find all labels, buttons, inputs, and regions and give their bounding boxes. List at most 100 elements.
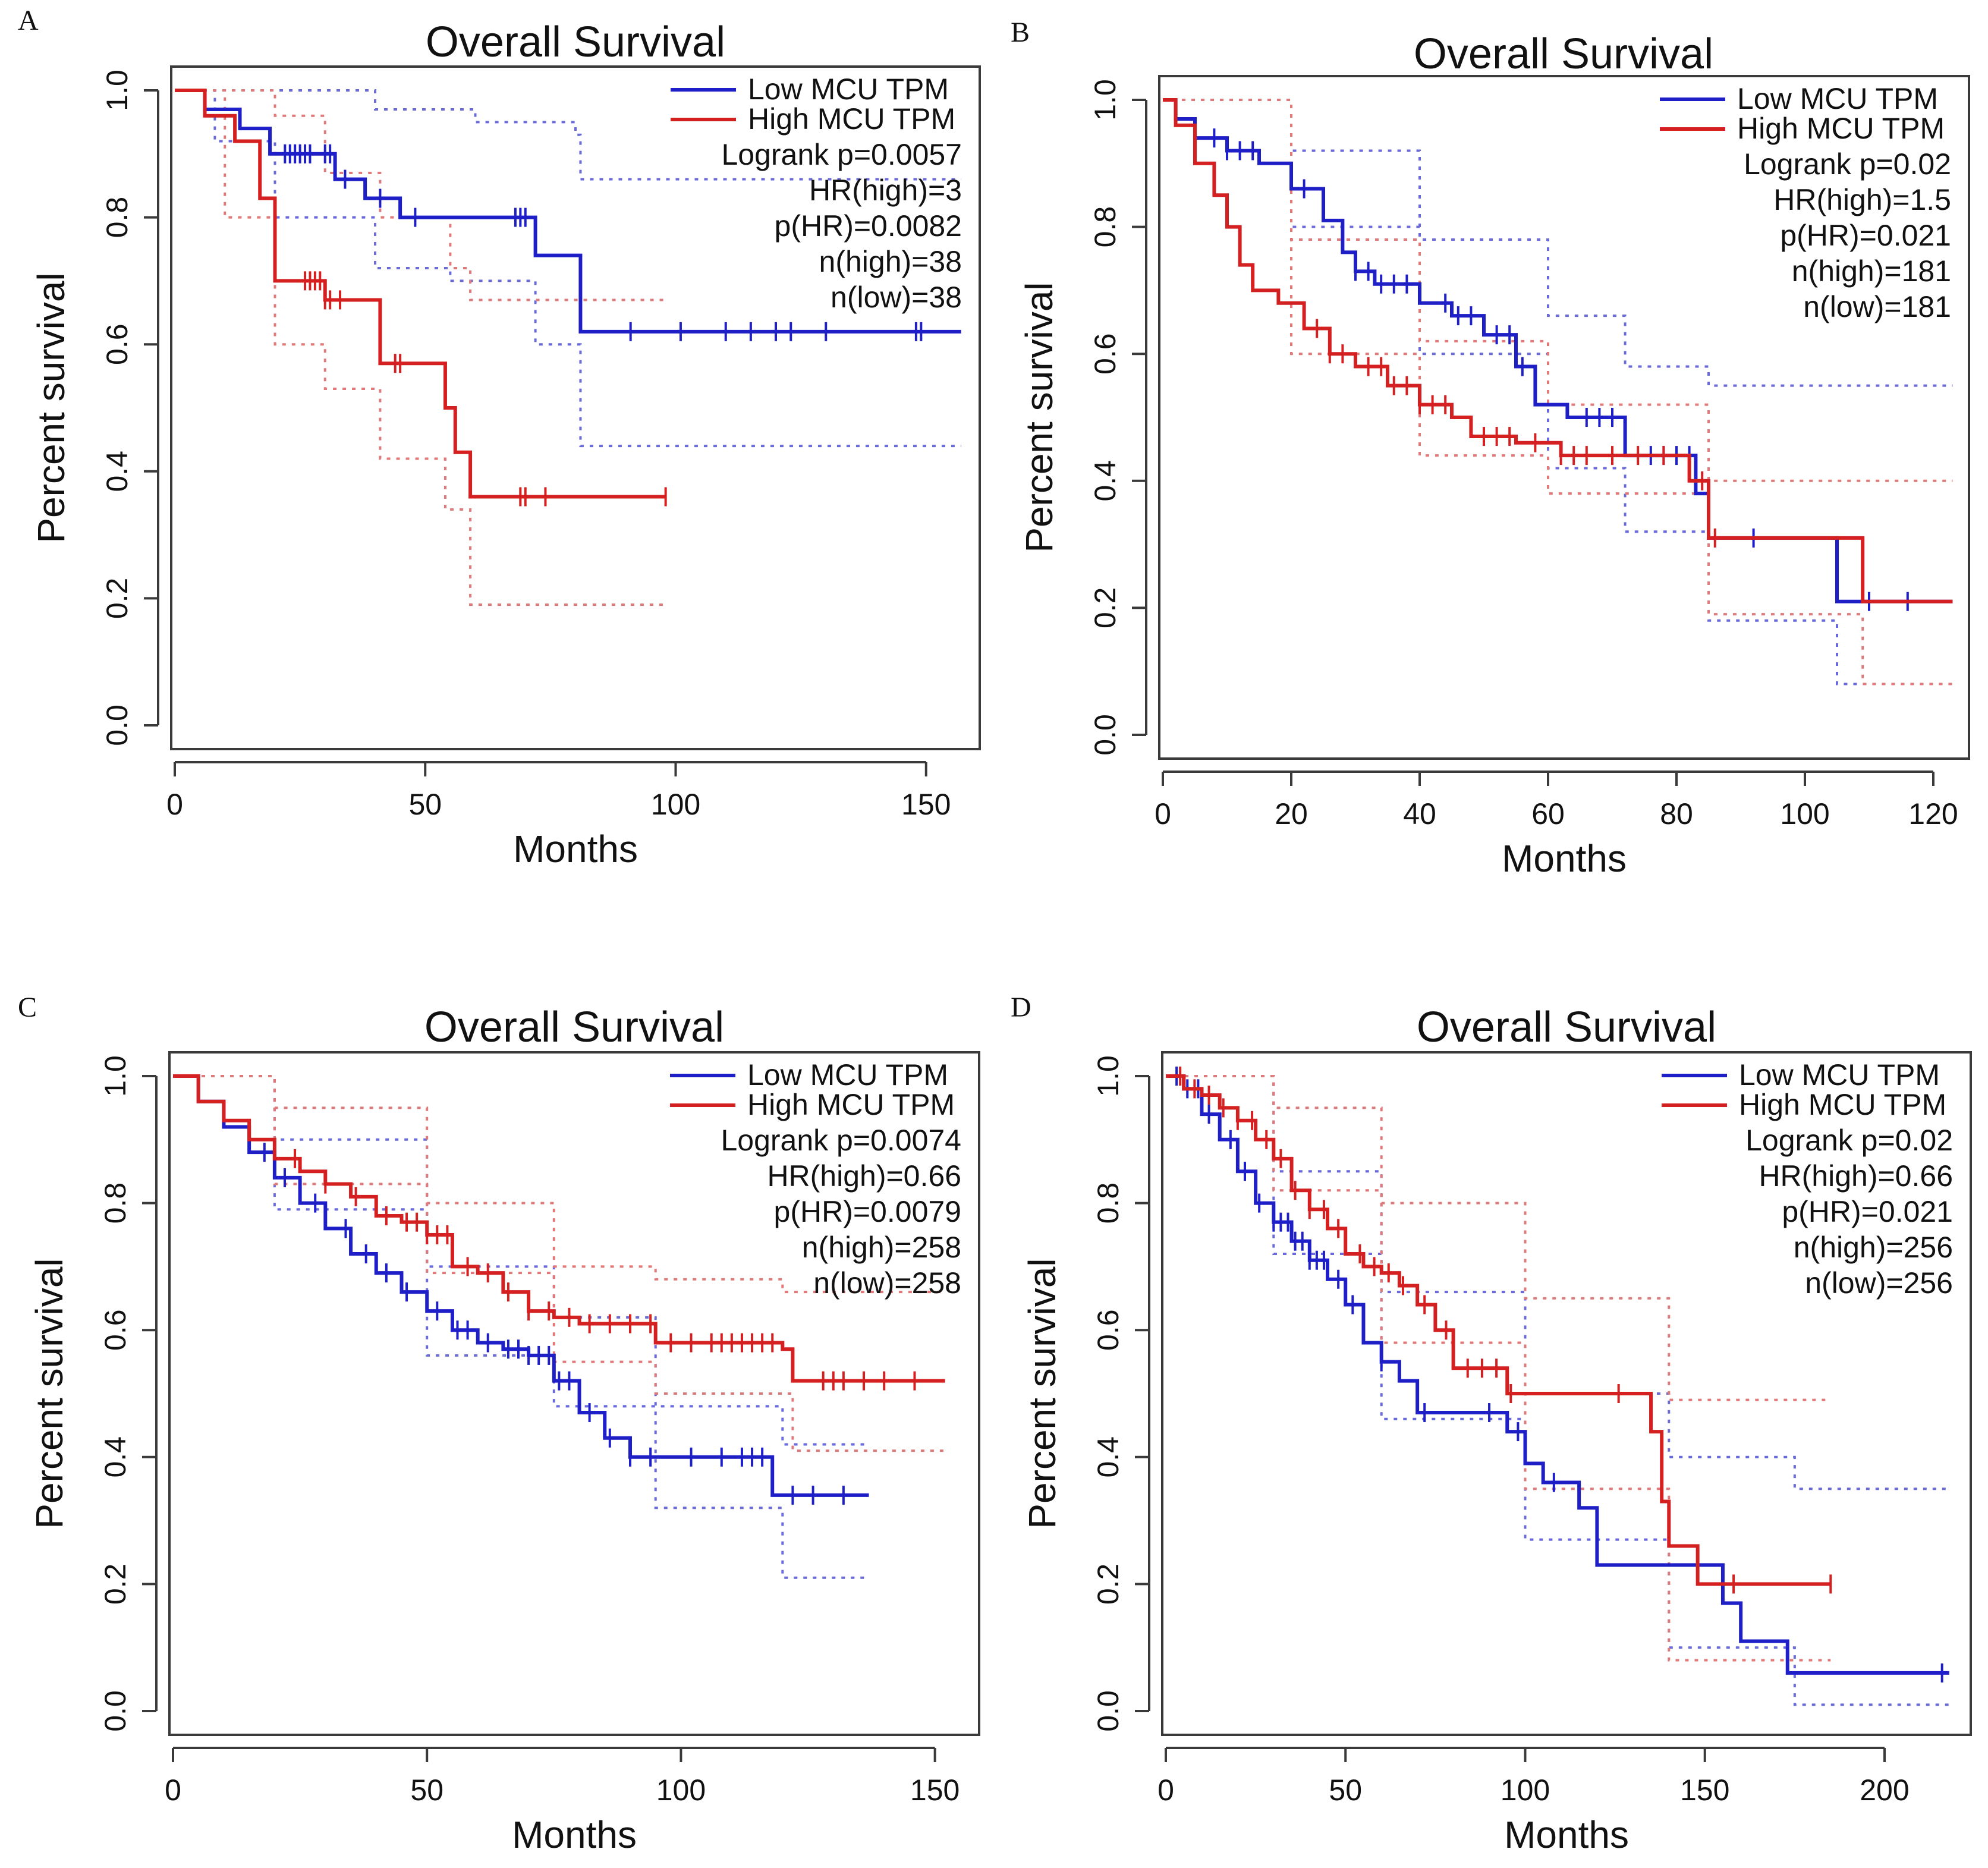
x-tick-label: 150: [1680, 1773, 1729, 1807]
legend-stat: p(HR)=0.021: [1780, 219, 1951, 252]
x-tick-label: 150: [910, 1773, 960, 1807]
plot-frame: [1158, 75, 1970, 760]
x-axis-label: Months: [512, 1813, 637, 1856]
legend-stat: n(low)=38: [831, 281, 962, 314]
panel-b: B Overall Survival 0.0 0.2 0.4 0.6 0.8 1.0 0 20 40…: [1011, 17, 1970, 880]
low-survival-curve: [175, 89, 961, 334]
x-tick-label: 0: [166, 788, 183, 821]
legend-stat: Logrank p=0.02: [1744, 147, 1951, 181]
y-tick-label: 0.8: [1091, 1183, 1125, 1224]
y-tick-label: 0.2: [99, 1564, 132, 1605]
plot-frame: [170, 65, 981, 750]
legend-stat: p(HR)=0.0082: [775, 209, 962, 243]
x-tick-label: 0: [1155, 797, 1171, 831]
legend-stat: Logrank p=0.0057: [721, 138, 962, 171]
panel-a: A Overall Survival 0.0 0.2 0.4 0.6 0.8 1.0 0 50 10…: [18, 5, 981, 870]
legend-stat: Logrank p=0.02: [1745, 1124, 1953, 1157]
x-axis-label: Months: [513, 828, 638, 870]
panel-c: C Overall Survival 0.0 0.2 0.4 0.6 0.8 1.0 0 50 10…: [18, 992, 980, 1856]
legend-stat: Logrank p=0.0074: [721, 1124, 961, 1157]
panel-letter: B: [1011, 17, 1030, 48]
y-tick-label: 0.2: [100, 578, 134, 619]
legend-stat: n(high)=256: [1794, 1231, 1953, 1264]
x-tick-label: 0: [1157, 1773, 1174, 1807]
x-tick-label: 50: [1329, 1773, 1362, 1807]
y-tick-label: 0.6: [1091, 1309, 1125, 1351]
legend-label-high: High MCU TPM: [1739, 1088, 1946, 1121]
y-tick-label: 0.4: [1091, 1436, 1125, 1478]
y-tick-label: 1.0: [1091, 1055, 1125, 1097]
y-tick-label: 0.6: [1089, 333, 1122, 375]
legend-stat: HR(high)=1.5: [1773, 183, 1951, 216]
legend-stat: HR(high)=3: [809, 174, 962, 207]
x-tick-label: 100: [1501, 1773, 1550, 1807]
legend-stat: n(low)=256: [1805, 1266, 1953, 1300]
x-axis-label: Months: [1502, 837, 1627, 880]
y-axis-label: Percent survival: [1018, 282, 1061, 552]
legend-label-high: High MCU TPM: [748, 102, 955, 136]
legend-stat: p(HR)=0.0079: [774, 1195, 961, 1228]
x-tick-label: 60: [1531, 797, 1565, 831]
x-tick-label: 100: [651, 788, 700, 821]
legend-label-low: Low MCU TPM: [747, 1058, 948, 1092]
panel-letter: C: [18, 992, 37, 1023]
y-tick-label: 0.4: [99, 1436, 132, 1478]
legend-stat: n(high)=181: [1792, 254, 1951, 288]
y-tick-label: 1.0: [1089, 79, 1122, 121]
x-tick-label: 100: [656, 1773, 706, 1807]
legend-label-low: Low MCU TPM: [1739, 1058, 1940, 1092]
x-tick-label: 20: [1275, 797, 1308, 831]
high-ci-upper: [1163, 99, 1953, 482]
legend-stat: HR(high)=0.66: [767, 1159, 961, 1193]
chart-title: Overall Survival: [426, 18, 725, 66]
chart-title: Overall Survival: [424, 1004, 724, 1051]
legend-stat: n(high)=38: [819, 245, 962, 278]
y-axis-label: Percent survival: [30, 272, 73, 543]
y-tick-label: 0.6: [99, 1309, 132, 1351]
legend-stat: p(HR)=0.021: [1782, 1195, 1953, 1228]
plot-frame: [1161, 1051, 1972, 1736]
x-tick-label: 120: [1908, 797, 1958, 831]
x-tick-label: 100: [1780, 797, 1829, 831]
x-tick-label: 150: [901, 788, 951, 821]
y-tick-label: 0.0: [1089, 714, 1122, 756]
x-tick-label: 80: [1660, 797, 1693, 831]
y-tick-label: 0.4: [100, 451, 134, 492]
legend-label-low: Low MCU TPM: [748, 73, 949, 106]
legend-label-low: Low MCU TPM: [1737, 82, 1938, 115]
y-tick-label: 0.0: [100, 705, 134, 746]
x-tick-label: 200: [1860, 1773, 1909, 1807]
y-tick-label: 0.8: [99, 1183, 132, 1224]
y-tick-label: 0.0: [99, 1690, 132, 1732]
y-axis-label: Percent survival: [1021, 1258, 1064, 1529]
x-tick-label: 50: [408, 788, 442, 821]
x-tick-label: 40: [1403, 797, 1436, 831]
y-tick-label: 0.6: [100, 323, 134, 365]
panel-d: D Overall Survival 0.0 0.2 0.4 0.6 0.8 1.0 0 50 10…: [1011, 992, 1972, 1856]
x-tick-label: 0: [165, 1773, 181, 1807]
high-ci-upper: [175, 89, 666, 301]
y-tick-label: 0.0: [1091, 1690, 1125, 1732]
low-ci-upper: [1163, 99, 1953, 387]
legend-label-high: High MCU TPM: [1737, 112, 1945, 145]
y-tick-label: 1.0: [100, 70, 134, 111]
panel-letter: A: [18, 5, 39, 36]
panel-letter: D: [1011, 992, 1031, 1023]
y-tick-label: 0.4: [1089, 460, 1122, 502]
plot-frame: [168, 1051, 980, 1736]
legend-stat: n(low)=258: [813, 1266, 961, 1300]
legend-stat: HR(high)=0.66: [1759, 1159, 1953, 1193]
y-tick-label: 0.2: [1089, 587, 1122, 629]
y-tick-label: 0.8: [100, 197, 134, 238]
y-tick-label: 0.2: [1091, 1564, 1125, 1605]
legend-stat: n(low)=181: [1803, 290, 1951, 323]
chart-title: Overall Survival: [1414, 30, 1713, 78]
legend-label-high: High MCU TPM: [747, 1088, 955, 1121]
y-tick-label: 1.0: [99, 1055, 132, 1097]
chart-title: Overall Survival: [1417, 1004, 1716, 1051]
low-ci-upper: [175, 89, 961, 181]
high-ci-lower: [175, 89, 666, 606]
x-axis-label: Months: [1504, 1813, 1629, 1856]
legend-stat: n(high)=258: [802, 1231, 961, 1264]
